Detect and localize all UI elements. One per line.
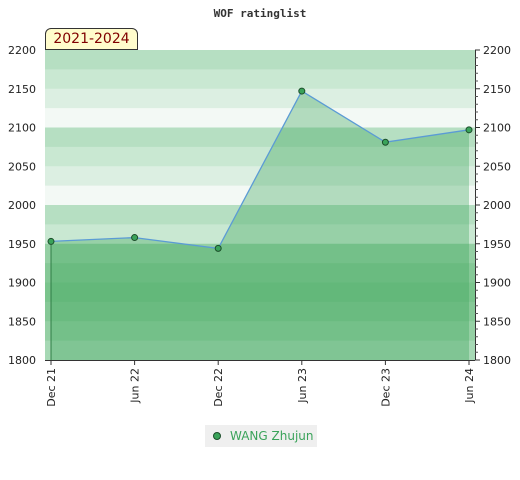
period-badge: 2021-2024 [45,28,138,50]
band [45,146,475,167]
y-tick-label-right: 1900 [483,277,511,290]
legend-marker-icon [213,432,221,440]
y-tick-label-right: 2100 [483,122,511,135]
y-tick-label-left: 2050 [8,160,36,173]
series-area [50,90,470,360]
legend-label: WANG Zhujun [230,429,314,443]
y-tick-label-left: 2100 [8,122,36,135]
y-tick-label-left: 2000 [8,199,36,212]
x-axis: Dec 21 Jun 22 Dec 22 Jun 23 Dec 23 Jun 24 [45,360,476,407]
x-tick-label: Jun 23 [296,368,309,404]
series-line [50,90,470,250]
band [45,243,475,264]
x-tick-label: Dec 21 [45,368,58,407]
y-axis-left: 1800 1850 1900 1950 2000 2050 2100 2150 2200 [8,44,36,367]
x-tick-label: Jun 24 [463,368,476,404]
data-point [47,237,55,245]
y-tick-label-right: 2000 [483,199,511,212]
x-tick-label: Dec 22 [212,368,225,407]
band [45,340,475,361]
band [45,127,475,148]
band [45,185,475,206]
band [45,282,475,303]
area-fill [51,91,469,360]
y-tick-label-left: 2200 [8,44,36,57]
y-axis-right: 1800 1850 1900 1950 2000 2050 2100 2150 2200 [475,44,511,367]
band [45,301,475,322]
data-point [465,126,473,134]
y-tick-label-right: 1950 [483,238,511,251]
y-tick-label-right: 1800 [483,354,511,367]
y-tick-label-right: 2050 [483,160,511,173]
y-tick-label-right: 2200 [483,44,511,57]
y-tick-label-right: 2150 [483,83,511,96]
data-point [298,87,306,95]
band [45,205,475,225]
band [45,50,475,70]
band [45,166,475,187]
data-point [381,138,389,146]
legend[interactable]: WANG Zhujun [205,425,317,447]
band [45,69,475,90]
y-tick-label-left: 2150 [8,83,36,96]
data-point [214,244,222,252]
data-point [131,234,139,242]
y-tick-label-left: 1900 [8,277,36,290]
band [45,263,475,283]
y-tick-label-left: 1850 [8,315,36,328]
chart-title: WOF ratinglist [214,7,307,20]
y-tick-label-right: 1850 [483,315,511,328]
y-tick-label-left: 1800 [8,354,36,367]
y-tick-label-left: 1950 [8,238,36,251]
band [45,88,475,109]
series-markers [47,87,473,252]
x-tick-label: Jun 22 [129,368,142,404]
band [45,321,475,342]
x-tick-label: Dec 23 [379,368,392,407]
band [45,108,475,128]
background-bands [45,50,475,361]
